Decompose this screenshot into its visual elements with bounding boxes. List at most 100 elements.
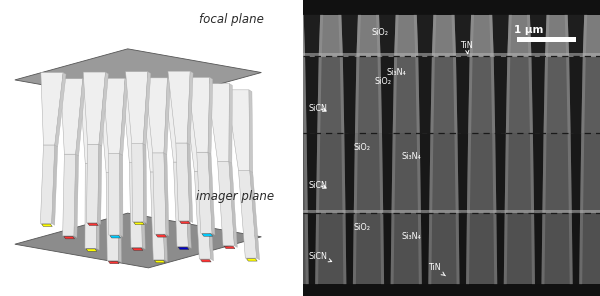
Polygon shape <box>207 84 229 161</box>
Polygon shape <box>168 71 190 143</box>
Polygon shape <box>545 15 550 56</box>
Polygon shape <box>197 152 212 233</box>
Polygon shape <box>458 213 467 284</box>
Text: Si₃N₄: Si₃N₄ <box>386 68 406 77</box>
Polygon shape <box>534 213 542 284</box>
Polygon shape <box>110 236 121 238</box>
Polygon shape <box>173 162 188 247</box>
Polygon shape <box>99 72 109 146</box>
Polygon shape <box>125 72 148 144</box>
Polygon shape <box>343 56 356 133</box>
Polygon shape <box>581 56 586 133</box>
Polygon shape <box>85 163 97 248</box>
Polygon shape <box>429 133 433 213</box>
Polygon shape <box>432 15 436 56</box>
Polygon shape <box>355 56 359 133</box>
Polygon shape <box>569 56 583 133</box>
Polygon shape <box>229 161 238 247</box>
Polygon shape <box>380 56 394 133</box>
Bar <box>303 15 600 56</box>
Polygon shape <box>467 133 471 213</box>
Polygon shape <box>341 15 358 56</box>
Polygon shape <box>179 221 190 224</box>
Bar <box>303 56 600 133</box>
Polygon shape <box>150 172 164 260</box>
Polygon shape <box>569 213 572 284</box>
Polygon shape <box>227 90 250 170</box>
Text: 1 μm: 1 μm <box>514 25 543 35</box>
Polygon shape <box>52 145 58 225</box>
Polygon shape <box>530 133 534 213</box>
Text: SiCN: SiCN <box>309 181 328 189</box>
Polygon shape <box>541 213 545 284</box>
Polygon shape <box>304 133 308 213</box>
Polygon shape <box>305 56 319 133</box>
Polygon shape <box>229 84 232 163</box>
Polygon shape <box>506 56 511 133</box>
Text: SiO₂: SiO₂ <box>353 223 370 232</box>
Polygon shape <box>106 173 119 261</box>
Polygon shape <box>354 133 358 213</box>
Polygon shape <box>15 49 262 104</box>
Polygon shape <box>492 133 496 213</box>
Polygon shape <box>544 56 548 133</box>
Polygon shape <box>452 15 456 56</box>
Polygon shape <box>86 249 97 251</box>
Polygon shape <box>580 133 584 213</box>
Text: SiCN: SiCN <box>309 104 328 112</box>
Polygon shape <box>165 84 187 162</box>
Polygon shape <box>132 248 143 250</box>
Polygon shape <box>194 171 211 259</box>
Polygon shape <box>140 163 145 249</box>
Polygon shape <box>531 213 535 284</box>
Polygon shape <box>140 85 148 165</box>
Polygon shape <box>583 15 587 56</box>
Polygon shape <box>430 56 435 133</box>
Text: TiN: TiN <box>428 263 445 276</box>
Polygon shape <box>302 56 307 133</box>
Polygon shape <box>187 71 193 145</box>
Polygon shape <box>340 56 344 133</box>
Polygon shape <box>346 213 354 284</box>
Polygon shape <box>494 56 508 133</box>
Polygon shape <box>15 213 262 268</box>
Polygon shape <box>344 133 355 213</box>
Polygon shape <box>206 90 209 173</box>
Polygon shape <box>568 133 572 213</box>
Polygon shape <box>565 15 569 56</box>
Polygon shape <box>341 133 346 213</box>
Polygon shape <box>454 15 471 56</box>
Polygon shape <box>41 224 52 226</box>
Polygon shape <box>118 91 125 174</box>
Polygon shape <box>304 15 320 56</box>
Polygon shape <box>495 133 506 213</box>
Polygon shape <box>568 15 584 56</box>
Polygon shape <box>208 78 213 154</box>
Bar <box>517 37 576 42</box>
Polygon shape <box>88 223 98 226</box>
Polygon shape <box>414 15 418 56</box>
Polygon shape <box>185 84 190 164</box>
Text: Si₃N₄: Si₃N₄ <box>401 152 421 161</box>
Polygon shape <box>185 162 191 248</box>
Polygon shape <box>120 78 128 155</box>
Polygon shape <box>379 15 395 56</box>
Polygon shape <box>456 56 470 133</box>
Polygon shape <box>238 170 257 258</box>
Polygon shape <box>100 91 122 173</box>
Bar <box>303 284 600 296</box>
Polygon shape <box>218 161 235 246</box>
Polygon shape <box>208 152 215 235</box>
Polygon shape <box>392 56 397 133</box>
Polygon shape <box>453 56 457 133</box>
Polygon shape <box>466 213 470 284</box>
Text: SiO₂: SiO₂ <box>374 77 391 86</box>
Polygon shape <box>154 260 165 263</box>
Polygon shape <box>62 154 76 236</box>
Text: Si₃N₄: Si₃N₄ <box>401 232 421 241</box>
Polygon shape <box>315 213 319 284</box>
Polygon shape <box>532 56 545 133</box>
Polygon shape <box>533 133 544 213</box>
Text: SiCN: SiCN <box>309 252 332 262</box>
Bar <box>303 213 600 284</box>
